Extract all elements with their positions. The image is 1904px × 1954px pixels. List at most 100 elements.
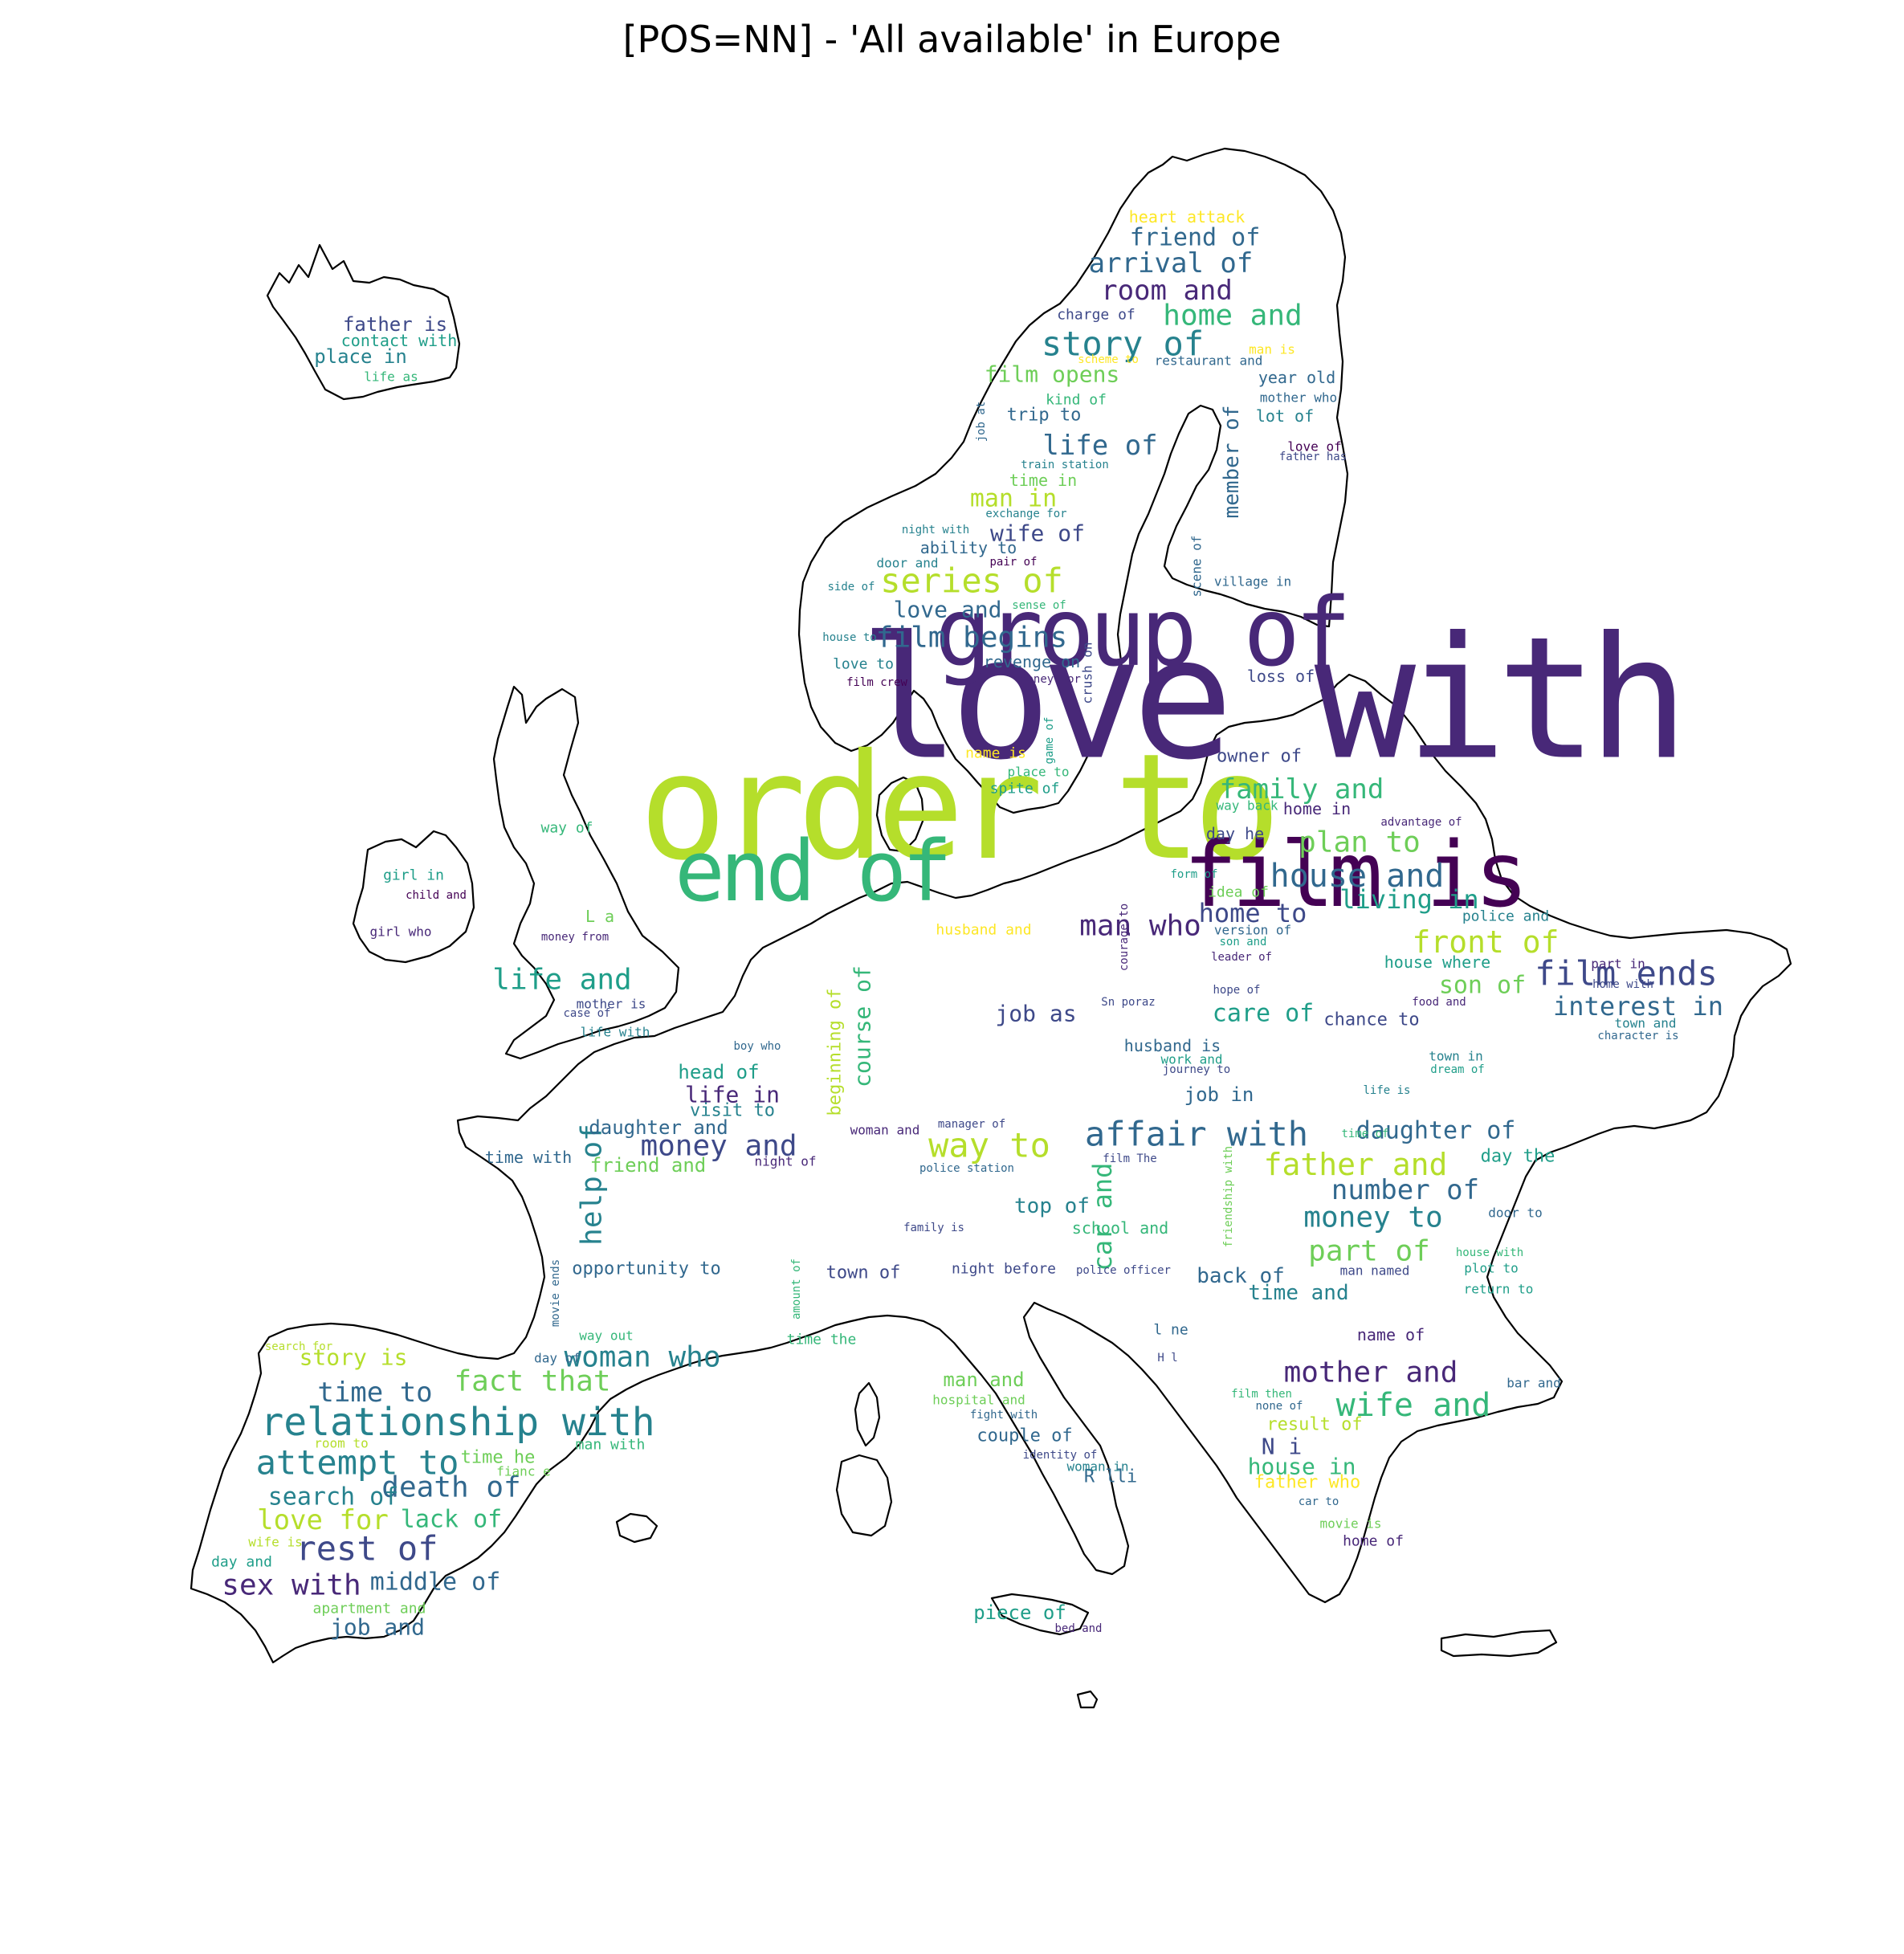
word-12: rest of <box>296 1529 438 1569</box>
word-94: girl who <box>369 924 431 940</box>
word-172: search for <box>265 1340 332 1353</box>
word-16: life and <box>492 964 631 997</box>
word-104: charge of <box>1057 307 1135 324</box>
word-74: result of <box>1266 1415 1362 1435</box>
word-86: owner of <box>1217 747 1302 767</box>
word-69: man and <box>943 1369 1024 1391</box>
balearic-outline <box>615 1512 658 1544</box>
word-177: bar and <box>1506 1376 1560 1391</box>
word-116: time in <box>1009 471 1077 490</box>
word-14: front of <box>1412 924 1559 960</box>
word-48: son of <box>1439 972 1526 1000</box>
word-13: story of <box>1042 324 1204 364</box>
word-179: man with <box>576 1437 646 1454</box>
word-31: money to <box>1303 1201 1442 1234</box>
word-52: car and <box>1087 1163 1118 1271</box>
word-119: ability to <box>920 538 1017 557</box>
word-184: car to <box>1299 1495 1339 1508</box>
word-88: home in <box>1283 799 1351 818</box>
word-109: kind of <box>1046 392 1107 409</box>
word-25: mother and <box>1284 1356 1458 1389</box>
word-81: chance to <box>1323 1010 1419 1030</box>
word-110: mother who <box>1260 390 1337 406</box>
word-42: love for <box>257 1504 389 1536</box>
word-85: idea of <box>1208 884 1269 901</box>
word-134: form of <box>1170 868 1217 881</box>
word-82: house where <box>1384 953 1490 972</box>
word-111: trip to <box>1007 406 1082 426</box>
word-112: lot of <box>1256 406 1314 426</box>
word-68: story is <box>300 1344 408 1371</box>
word-167: l ne <box>1153 1322 1188 1339</box>
word-107: restaurant and <box>1155 353 1263 369</box>
word-151: boy who <box>733 1040 781 1053</box>
word-38: friend of <box>1130 224 1261 252</box>
word-26: death of <box>381 1471 520 1504</box>
word-166: return to <box>1464 1282 1534 1297</box>
word-124: house to <box>822 631 876 644</box>
word-65: opportunity to <box>572 1259 720 1279</box>
ireland-outline <box>352 830 475 964</box>
word-180: time he <box>461 1448 536 1468</box>
word-135: husband and <box>936 922 1031 939</box>
word-100: contact with <box>341 331 458 350</box>
word-115: train station <box>1021 459 1109 471</box>
word-187: wife is <box>248 1535 302 1550</box>
word-27: family and <box>1220 773 1384 806</box>
word-18: sex with <box>222 1569 361 1602</box>
word-128: money for <box>1020 673 1081 686</box>
word-106: scheme to <box>1078 353 1139 366</box>
word-192: game of <box>1043 716 1056 764</box>
word-41: time to <box>317 1377 432 1409</box>
word-125: revenge on <box>984 652 1080 671</box>
sicily-outline <box>990 1593 1090 1636</box>
word-58: love and <box>894 597 1002 623</box>
word-164: night before <box>952 1261 1056 1278</box>
word-28: room and <box>1101 275 1233 307</box>
word-89: loss of <box>1247 667 1315 686</box>
word-120: door and <box>876 556 938 571</box>
figure-title: [POS=NN] - 'All available' in Europe <box>622 18 1282 61</box>
sardinia-outline <box>835 1454 893 1537</box>
word-32: part of <box>1308 1235 1430 1268</box>
word-190: bed and <box>1054 1622 1102 1635</box>
word-132: way back <box>1216 798 1278 814</box>
word-56: man in <box>970 485 1057 513</box>
word-5: relationship with <box>260 1400 654 1445</box>
word-152: case of <box>563 1007 610 1020</box>
word-147: journey to <box>1163 1063 1230 1076</box>
word-37: arrival of <box>1089 247 1254 279</box>
word-15: money and <box>640 1130 797 1163</box>
word-57: wife of <box>990 520 1085 547</box>
word-102: life as <box>364 369 418 385</box>
word-80: husband is <box>1124 1036 1221 1055</box>
word-76: R lli <box>1084 1467 1137 1487</box>
word-150: life is <box>1363 1084 1410 1097</box>
word-118: night with <box>902 524 969 536</box>
word-20: wife and <box>1336 1387 1491 1424</box>
word-47: care of <box>1213 1000 1314 1028</box>
word-155: time of <box>1341 1128 1388 1140</box>
word-70: couple of <box>976 1426 1072 1446</box>
word-108: year old <box>1258 368 1335 387</box>
word-50: course of <box>850 965 876 1087</box>
word-138: leader of <box>1211 951 1272 964</box>
word-29: home and <box>1163 300 1302 332</box>
word-136: version of <box>1214 923 1291 938</box>
word-45: search of <box>268 1483 399 1511</box>
word-49: head of <box>678 1061 759 1083</box>
word-123: sense of <box>1012 599 1066 612</box>
word-36: home to <box>1199 898 1307 928</box>
word-133: advantage of <box>1380 816 1462 829</box>
word-51: help of <box>576 1124 609 1246</box>
word-130: place to <box>1007 765 1069 780</box>
corsica-outline <box>854 1381 881 1447</box>
word-84: day the <box>1481 1147 1555 1167</box>
word-101: place in <box>314 345 407 368</box>
word-55: job as <box>995 1001 1076 1027</box>
word-1: order to <box>639 722 1273 892</box>
word-117: exchange for <box>985 508 1066 520</box>
word-186: home of <box>1343 1533 1404 1550</box>
